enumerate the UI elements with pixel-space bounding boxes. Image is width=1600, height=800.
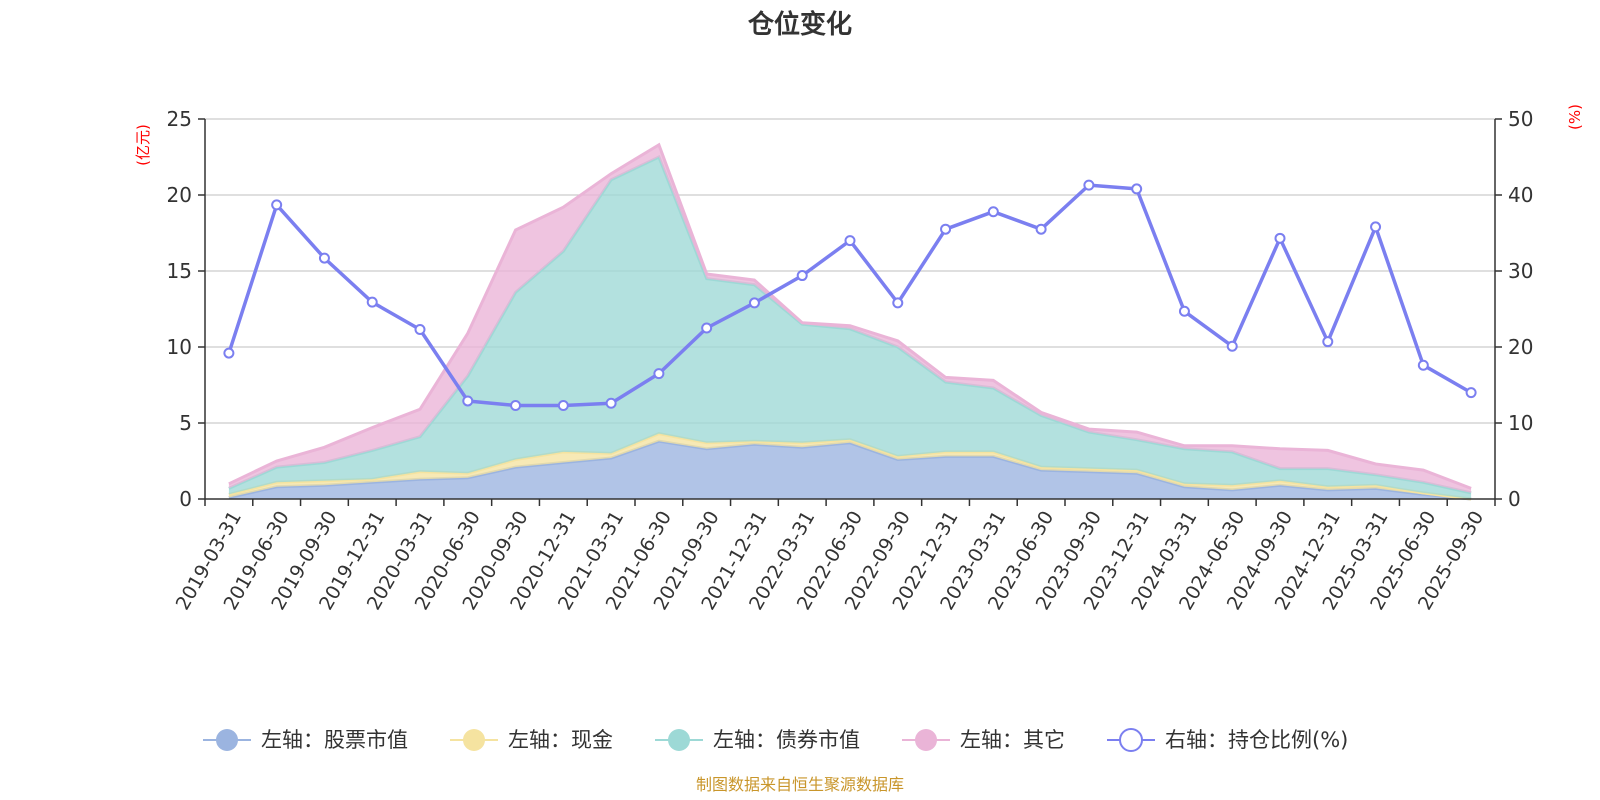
- x-axis-ticks: 2019-03-312019-06-302019-09-302019-12-31…: [172, 507, 1488, 614]
- axes: [204, 119, 1496, 506]
- ratio-point: [987, 206, 999, 218]
- ratio-point: [557, 400, 569, 412]
- left-y-tick-label: 5: [179, 411, 192, 435]
- ratio-point: [1417, 359, 1429, 371]
- ratio-point: [892, 297, 904, 309]
- ratio-point: [701, 322, 713, 334]
- legend-marker-2: [463, 729, 485, 751]
- left-y-tick-label: 15: [167, 259, 192, 283]
- ratio-point: [940, 223, 952, 235]
- right-y-tick-label: 10: [1508, 411, 1533, 435]
- ratio-point: [1178, 305, 1190, 317]
- legend-label-3: 左轴：债券市值: [713, 728, 860, 752]
- ratio-point: [462, 395, 474, 407]
- legend-marker-1: [216, 729, 238, 751]
- right-y-tick-label: 0: [1508, 487, 1521, 511]
- left-y-tick-label: 20: [167, 183, 192, 207]
- ratio-point: [366, 296, 378, 308]
- left-axis-unit: (亿元): [134, 124, 152, 166]
- ratio-line-series: [223, 179, 1477, 412]
- ratio-point: [1370, 221, 1382, 233]
- left-y-tick-label: 0: [179, 487, 192, 511]
- legend-label-5: 右轴：持仓比例(%): [1165, 728, 1348, 752]
- ratio-point: [1465, 387, 1477, 399]
- ratio-point: [1226, 340, 1238, 352]
- ratio-point: [1131, 183, 1143, 195]
- legend-marker-4: [915, 729, 937, 751]
- legend-marker-5: [1119, 728, 1143, 752]
- legend-label-2: 左轴：现金: [508, 728, 613, 752]
- ratio-point: [605, 397, 617, 409]
- ratio-point: [653, 368, 665, 380]
- area-4: [228, 144, 1472, 493]
- ratio-point: [1322, 336, 1334, 348]
- data-source-note: 制图数据来自恒生聚源数据库: [696, 775, 904, 794]
- right-y-tick-label: 40: [1508, 183, 1533, 207]
- ratio-point: [844, 235, 856, 247]
- area-3: [228, 157, 1472, 499]
- ratio-point: [796, 270, 808, 282]
- area-1: [228, 441, 1472, 499]
- area-series: [228, 142, 1472, 501]
- ratio-point: [748, 297, 760, 309]
- ratio-point: [1083, 179, 1095, 191]
- left-y-tick-label: 10: [167, 335, 192, 359]
- legend-label-4: 左轴：其它: [960, 728, 1065, 752]
- ratio-point: [1035, 223, 1047, 235]
- legend: 左轴：股票市值 左轴：现金 左轴：债券市值 左轴：其它 右轴：持仓比例(%): [203, 728, 1348, 752]
- gridlines: [205, 118, 1495, 424]
- left-y-tick-label: 25: [167, 107, 192, 131]
- ratio-point: [271, 199, 283, 211]
- ratio-point: [510, 400, 522, 412]
- right-y-tick-label: 30: [1508, 259, 1533, 283]
- legend-label-1: 左轴：股票市值: [261, 728, 408, 752]
- ratio-point: [414, 324, 426, 336]
- right-y-tick-label: 50: [1508, 107, 1533, 131]
- area-edge-4: [228, 142, 1472, 490]
- ratio-point: [223, 347, 235, 359]
- chart-title: 仓位变化: [747, 9, 852, 40]
- right-y-tick-label: 20: [1508, 335, 1533, 359]
- right-axis-unit: (%): [1566, 104, 1584, 130]
- legend-marker-3: [668, 729, 690, 751]
- ratio-point: [1274, 232, 1286, 244]
- right-y-axis-ticks: 0 10 20 30 40 50: [1495, 107, 1533, 511]
- ratio-point: [318, 252, 330, 264]
- left-y-axis-ticks: 0 5 10 15 20 25: [167, 107, 205, 511]
